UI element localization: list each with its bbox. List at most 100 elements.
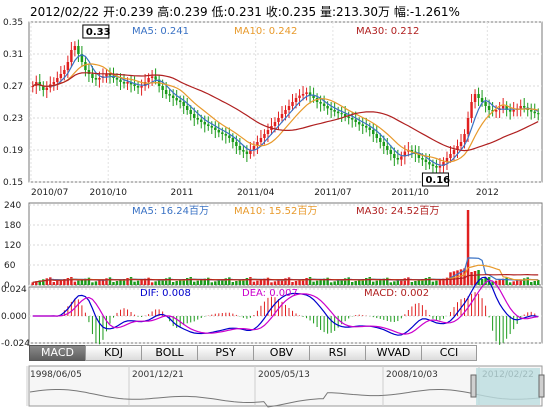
volume-bar (354, 281, 357, 285)
candle-body (59, 74, 63, 78)
price-x-tick: 2010/10 (90, 188, 128, 198)
volume-bar (372, 281, 375, 285)
volume-bar (512, 281, 515, 285)
candle-body (242, 150, 245, 152)
volume-bar (77, 280, 80, 285)
volume-bar (196, 280, 199, 285)
navigator-left-handle[interactable] (470, 374, 477, 398)
volume-bar (326, 277, 329, 285)
volume-bar (238, 280, 242, 285)
candle-body (417, 154, 421, 158)
volume-y-tick: 60 (4, 261, 16, 271)
candle-body (70, 50, 73, 62)
volume-series (31, 210, 540, 285)
candle-body (291, 102, 294, 106)
volume-bar (322, 278, 326, 285)
volume-bar (178, 280, 182, 285)
volume-bar (491, 281, 494, 285)
volume-bar (224, 278, 228, 285)
volume-bar (210, 282, 214, 285)
candle-body (322, 103, 326, 106)
candle-body (501, 106, 505, 109)
tab-wvad[interactable]: WVAD (365, 345, 421, 361)
candle-body (459, 142, 463, 146)
tab-rsi[interactable]: RSI (309, 345, 365, 361)
candle-body (143, 82, 147, 86)
dea-line (32, 279, 539, 335)
navigator-right-handle[interactable] (538, 374, 545, 398)
price-x-tick: 2011/04 (237, 188, 275, 198)
candle-body (357, 122, 361, 125)
volume-bar (379, 279, 382, 285)
tab-boll[interactable]: BOLL (141, 345, 197, 361)
candle-body (522, 106, 526, 108)
candle-body (382, 142, 386, 146)
candle-body (56, 78, 59, 82)
candle-body (224, 134, 228, 136)
candle-body (386, 146, 389, 150)
candle-body (466, 118, 470, 134)
volume-bar (403, 278, 407, 285)
volume-bar (389, 282, 393, 285)
candle-body (368, 127, 371, 130)
volume-bar (522, 278, 526, 285)
volume-bar (519, 279, 522, 285)
volume-y-tick: 120 (4, 241, 21, 251)
tab-obv[interactable]: OBV (253, 345, 309, 361)
volume-bar (459, 269, 463, 285)
tab-cci[interactable]: CCI (421, 345, 477, 361)
macd-series (32, 276, 539, 345)
chart-labels: 0.35 0.31 0.27 0.23 0.19 0.15 2010/07 2010/10 20… (1, 18, 499, 349)
macd-y-tick: 0.024 (1, 285, 27, 295)
navigator-window[interactable] (476, 368, 540, 405)
candle-body (333, 110, 336, 112)
candle-body (217, 130, 221, 133)
macd-y-tick: -0.024 (1, 339, 30, 349)
candle-body (63, 70, 66, 74)
tab-kdj[interactable]: KDJ (85, 345, 141, 361)
volume-bar (280, 279, 284, 285)
candle-body (94, 78, 98, 80)
price-x-tick: 2012 (476, 188, 499, 198)
volume-bar (456, 270, 459, 285)
volume-bar (319, 279, 322, 285)
candle-body (228, 135, 231, 138)
volume-bar (480, 279, 484, 285)
candle-body (126, 82, 129, 84)
volume-bar (537, 280, 540, 285)
tab-psy[interactable]: PSY (197, 345, 253, 361)
volume-bar (98, 280, 101, 285)
tab-macd[interactable]: MACD (29, 345, 85, 361)
volume-bar (115, 281, 119, 285)
volume-bar (284, 278, 287, 285)
candle-body (403, 151, 407, 157)
volume-bar (393, 281, 396, 285)
candle-body (449, 154, 452, 158)
candle-body (31, 86, 34, 87)
volume-bar (63, 279, 66, 285)
candle-body (196, 118, 199, 120)
candle-body (424, 159, 428, 162)
candle-body (354, 119, 357, 122)
volume-bar (256, 280, 259, 285)
candle-body (193, 114, 196, 118)
volume-bar (154, 281, 157, 285)
candle-body (389, 150, 393, 154)
candle-body (129, 82, 133, 85)
candle-body (287, 106, 291, 110)
candle-body (284, 110, 287, 114)
price-legend-item: MA10: 0.242 (234, 26, 297, 37)
candle-body (340, 113, 343, 115)
candle-body (529, 110, 533, 112)
price-series (31, 39, 540, 176)
volume-bar (133, 281, 136, 285)
volume-bar (365, 278, 368, 285)
price-y-tick: 0.23 (3, 114, 23, 124)
candle-body (379, 138, 382, 142)
candle-body (512, 110, 515, 112)
volume-bar (140, 279, 143, 285)
volume-bar (424, 278, 428, 285)
volume-bar (217, 280, 221, 285)
volume-bar (70, 277, 73, 285)
